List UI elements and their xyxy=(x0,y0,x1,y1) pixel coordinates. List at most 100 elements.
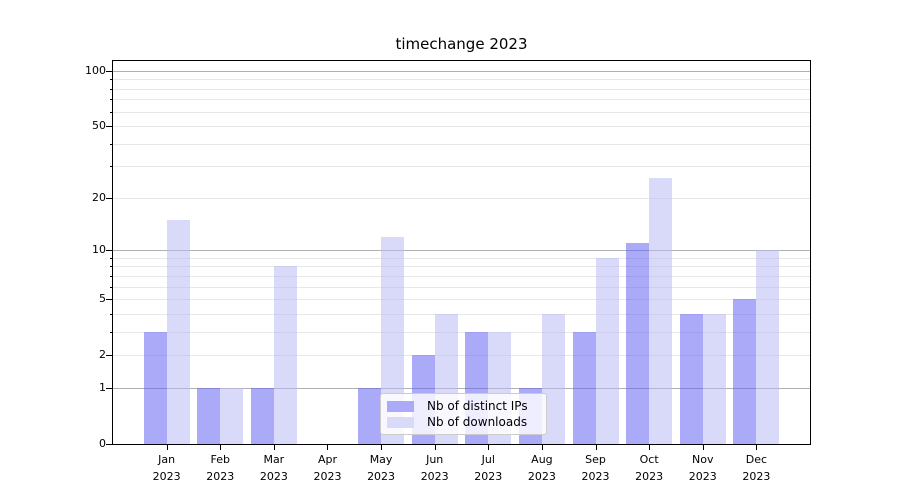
x-tick-mark xyxy=(327,445,329,450)
x-tick-mark xyxy=(702,445,704,450)
y-tick-label: 2 xyxy=(99,348,106,362)
x-tick-label: Nov 2023 xyxy=(671,451,735,485)
y-gridline-major xyxy=(113,387,810,389)
y-tick-label: 100 xyxy=(85,63,106,77)
x-tick-year: 2023 xyxy=(367,470,396,483)
x-tick-year: 2023 xyxy=(742,470,771,483)
y-minor-tick-mark xyxy=(110,313,113,315)
bar-distinct-ips-oct xyxy=(626,243,650,444)
x-tick-year: 2023 xyxy=(635,470,664,483)
x-tick-label: Jun 2023 xyxy=(403,451,467,485)
x-tick-month: Nov xyxy=(692,453,714,466)
x-tick-label: Mar 2023 xyxy=(242,451,306,485)
chart-title: timechange 2023 xyxy=(395,35,528,53)
y-tick-mark xyxy=(106,355,112,357)
x-tick-year: 2023 xyxy=(527,470,556,483)
bar-downloads-oct xyxy=(649,177,673,444)
x-tick-mark xyxy=(649,445,651,450)
x-tick-label: Sep 2023 xyxy=(564,451,628,485)
x-tick-month: Oct xyxy=(639,453,659,466)
bar-downloads-may xyxy=(381,236,405,444)
y-gridline-minor xyxy=(113,257,810,259)
y-gridline-minor xyxy=(113,88,810,90)
bar-distinct-ips-may xyxy=(358,387,382,444)
y-tick-mark xyxy=(106,444,112,445)
x-tick-mark xyxy=(166,445,168,450)
bar-downloads-dec xyxy=(756,250,780,444)
y-gridline-minor xyxy=(113,197,810,199)
y-gridline-minor xyxy=(113,266,810,268)
bar-distinct-ips-dec xyxy=(733,299,757,444)
x-tick-mark xyxy=(220,445,222,450)
y-minor-tick-mark xyxy=(110,88,113,90)
x-tick-month: Jul xyxy=(481,453,495,466)
y-minor-tick-mark xyxy=(110,166,113,168)
bar-downloads-jan xyxy=(166,219,190,444)
legend: Nb of distinct IPs Nb of downloads xyxy=(380,393,547,435)
x-tick-label: Dec 2023 xyxy=(724,451,788,485)
x-tick-label: Jan 2023 xyxy=(135,451,199,485)
legend-label-downloads: Nb of downloads xyxy=(427,415,528,429)
x-tick-month: Aug xyxy=(531,453,553,466)
x-tick-mark xyxy=(434,445,436,450)
x-tick-mark xyxy=(541,445,543,450)
y-gridline-minor xyxy=(113,126,810,128)
y-tick-mark xyxy=(106,197,112,199)
x-tick-month: Apr xyxy=(317,453,337,466)
bar-distinct-ips-nov xyxy=(679,313,703,444)
x-tick-label: Aug 2023 xyxy=(510,451,574,485)
y-gridline-minor xyxy=(113,166,810,168)
x-tick-year: 2023 xyxy=(581,470,610,483)
x-tick-month: Mar xyxy=(263,453,285,466)
x-tick-label: Oct 2023 xyxy=(617,451,681,485)
x-tick-year: 2023 xyxy=(313,470,342,483)
bar-downloads-nov xyxy=(702,313,726,444)
x-tick-month: Sep xyxy=(585,453,606,466)
x-tick-label: Apr 2023 xyxy=(295,451,359,485)
y-gridline-major xyxy=(113,70,810,72)
legend-swatch-downloads xyxy=(387,416,414,428)
plot-area xyxy=(112,60,811,445)
y-tick-mark xyxy=(106,126,112,128)
y-gridline-minor xyxy=(113,79,810,81)
y-minor-tick-mark xyxy=(110,275,113,277)
y-tick-mark xyxy=(106,250,112,252)
y-tick-label: 5 xyxy=(99,292,106,306)
y-tick-label: 20 xyxy=(92,190,106,204)
x-tick-year: 2023 xyxy=(259,470,288,483)
y-gridline-minor xyxy=(113,275,810,277)
y-minor-tick-mark xyxy=(110,111,113,113)
x-tick-mark xyxy=(488,445,490,450)
legend-swatch-distinct-ips xyxy=(387,400,414,412)
x-tick-label: Feb 2023 xyxy=(188,451,252,485)
y-minor-tick-mark xyxy=(110,286,113,288)
x-tick-mark xyxy=(381,445,383,450)
y-minor-tick-mark xyxy=(110,143,113,145)
x-tick-year: 2023 xyxy=(474,470,503,483)
y-gridline-minor xyxy=(113,143,810,145)
bar-downloads-aug xyxy=(541,313,565,444)
bar-distinct-ips-sep xyxy=(572,331,596,444)
legend-label-distinct-ips: Nb of distinct IPs xyxy=(427,399,528,413)
bar-distinct-ips-jan xyxy=(143,331,167,444)
y-tick-label: 50 xyxy=(92,119,106,133)
x-tick-month: Feb xyxy=(210,453,230,466)
x-tick-label: May 2023 xyxy=(349,451,413,485)
x-tick-mark xyxy=(756,445,758,450)
y-gridline-minor xyxy=(113,331,810,333)
bar-downloads-mar xyxy=(273,266,297,444)
x-tick-year: 2023 xyxy=(206,470,235,483)
x-tick-year: 2023 xyxy=(152,470,181,483)
y-tick-mark xyxy=(106,299,112,301)
x-tick-mark xyxy=(595,445,597,450)
legend-item-downloads: Nb of downloads xyxy=(387,414,540,430)
x-tick-year: 2023 xyxy=(688,470,717,483)
x-tick-month: Jun xyxy=(426,453,444,466)
y-tick-label: 10 xyxy=(92,243,106,257)
legend-item-distinct-ips: Nb of distinct IPs xyxy=(387,398,540,414)
y-minor-tick-mark xyxy=(110,331,113,333)
y-gridline-minor xyxy=(113,313,810,315)
y-gridline-major xyxy=(113,250,810,252)
x-tick-label: Jul 2023 xyxy=(456,451,520,485)
